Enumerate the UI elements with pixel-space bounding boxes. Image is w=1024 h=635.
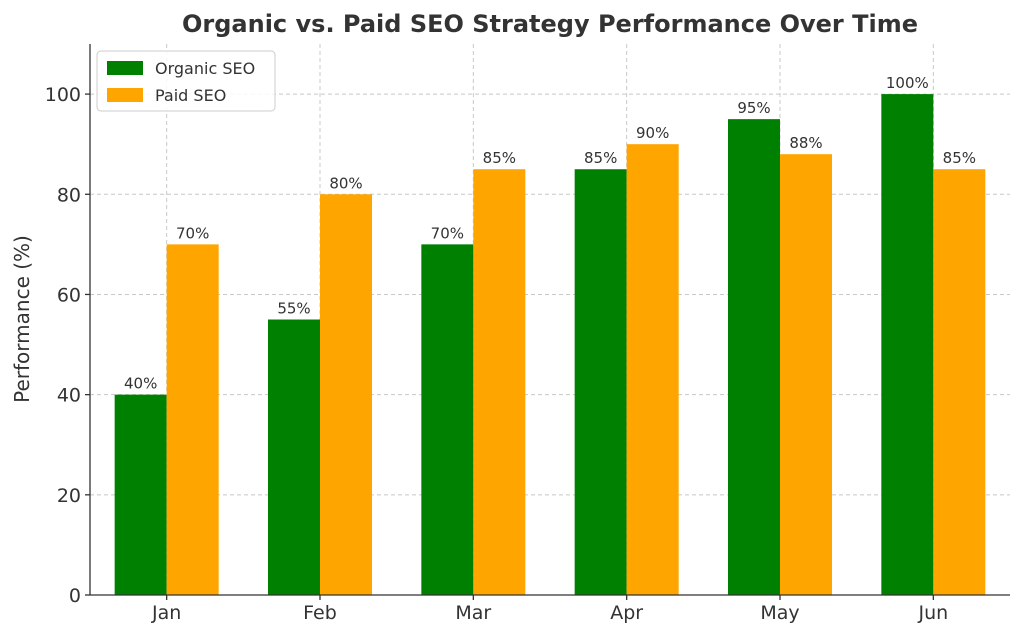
legend: Organic SEO Paid SEO	[96, 50, 276, 112]
bar-paid-seo-apr	[626, 144, 679, 595]
data-label: 70%	[176, 224, 209, 242]
x-tick-label: May	[760, 602, 799, 624]
data-label: 85%	[483, 149, 516, 167]
legend-entry-label: Paid SEO	[155, 86, 226, 105]
data-label: 85%	[943, 149, 976, 167]
bar-paid-seo-jan	[166, 244, 219, 595]
bars	[114, 94, 986, 596]
bar-organic-seo-feb	[268, 319, 320, 595]
bar-organic-seo-mar	[421, 244, 474, 595]
data-label: 88%	[789, 134, 822, 152]
data-label: 90%	[636, 124, 669, 142]
data-label: 70%	[431, 224, 464, 242]
x-tick-label: Mar	[455, 602, 491, 624]
data-label: 55%	[277, 300, 310, 318]
y-tick-label: 20	[57, 485, 81, 507]
bar-paid-seo-feb	[320, 194, 372, 596]
legend-swatch	[107, 88, 143, 102]
y-tick-label: 80	[57, 184, 81, 206]
x-tick-label: Jan	[151, 602, 181, 624]
data-label: 100%	[886, 74, 929, 92]
chart-title: Organic vs. Paid SEO Strategy Performanc…	[182, 10, 918, 38]
y-axis-label: Performance (%)	[10, 235, 34, 403]
legend-swatch	[107, 61, 143, 75]
data-label: 40%	[124, 375, 157, 393]
axes: 0 20 40 60 80 100 Jan Feb Mar Apr May Jun	[45, 44, 1010, 624]
x-tick-label: Jun	[917, 602, 948, 624]
y-tick-label: 0	[69, 585, 81, 607]
x-tick-label: Apr	[610, 602, 643, 624]
grid-lines	[90, 44, 1010, 596]
bar-organic-seo-may	[728, 119, 780, 596]
data-labels: 40% 55% 70% 85% 95% 100% 70% 80% 85% 90% 88% 85%	[124, 74, 976, 393]
data-label: 80%	[329, 174, 362, 192]
data-label: 95%	[737, 99, 770, 117]
x-tick-label: Feb	[303, 602, 337, 624]
bar-paid-seo-mar	[473, 169, 526, 595]
bar-organic-seo-apr	[574, 169, 627, 595]
y-tick-label: 60	[57, 284, 81, 306]
legend-entry-label: Organic SEO	[155, 59, 255, 78]
bar-paid-seo-jun	[933, 169, 986, 595]
bar-organic-seo-jan	[114, 394, 167, 595]
bar-organic-seo-jun	[881, 94, 934, 595]
bar-paid-seo-may	[780, 154, 832, 595]
y-tick-label: 100	[45, 84, 81, 106]
data-label: 85%	[584, 149, 617, 167]
y-tick-label: 40	[57, 385, 81, 407]
